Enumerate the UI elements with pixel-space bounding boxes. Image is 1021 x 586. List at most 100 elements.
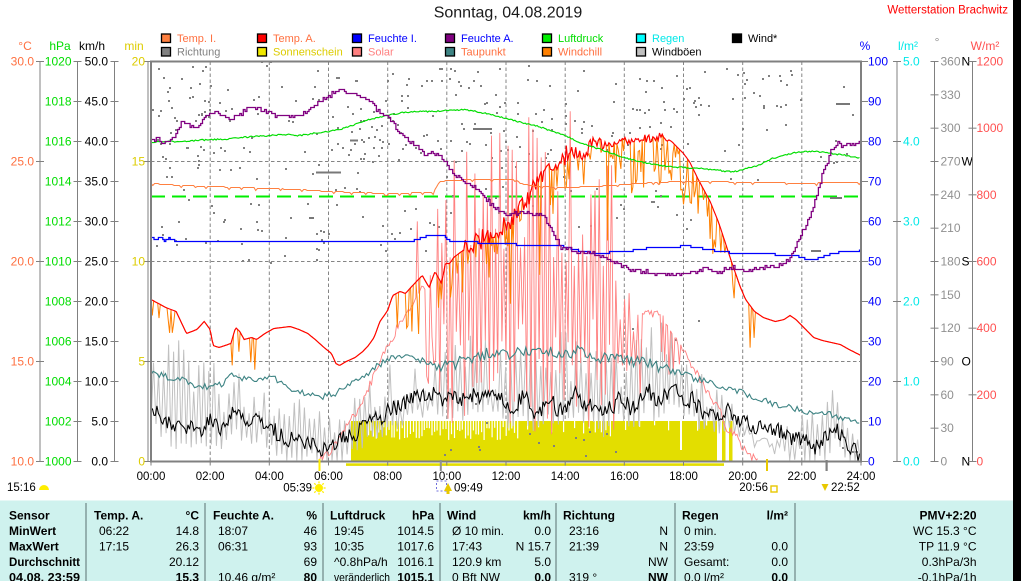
svg-text:Sonnenschein: Sonnenschein xyxy=(273,47,343,59)
svg-text:40.0: 40.0 xyxy=(85,135,109,149)
svg-text:Wind: Wind xyxy=(447,509,476,523)
svg-text:18:00: 18:00 xyxy=(669,471,698,483)
svg-text:17:15: 17:15 xyxy=(99,540,129,554)
svg-text:240: 240 xyxy=(941,188,961,202)
svg-text:km/h: km/h xyxy=(523,509,551,523)
svg-text:0: 0 xyxy=(868,455,875,469)
svg-text:360: 360 xyxy=(941,55,961,69)
svg-text:l/m²: l/m² xyxy=(767,509,788,523)
svg-text:%: % xyxy=(306,509,317,523)
svg-text:10:35: 10:35 xyxy=(334,540,364,554)
svg-text:180: 180 xyxy=(941,255,961,269)
svg-text:19:45: 19:45 xyxy=(334,524,364,538)
svg-text:Luftdruck: Luftdruck xyxy=(558,33,604,45)
svg-text:1016: 1016 xyxy=(45,135,72,149)
svg-text:0.0: 0.0 xyxy=(771,571,788,582)
svg-text:20.0: 20.0 xyxy=(85,295,109,309)
svg-text:MaxWert: MaxWert xyxy=(9,540,59,554)
svg-text:Regen: Regen xyxy=(682,509,719,523)
svg-text:Temp. A.: Temp. A. xyxy=(273,33,316,45)
svg-text:35.0: 35.0 xyxy=(85,175,109,189)
svg-text:100: 100 xyxy=(868,55,888,69)
svg-text:300: 300 xyxy=(941,121,961,135)
svg-text:5.0: 5.0 xyxy=(903,55,920,69)
svg-text:319 °: 319 ° xyxy=(569,571,597,582)
svg-text:21:39: 21:39 xyxy=(569,540,599,554)
svg-text:veränderlich: veränderlich xyxy=(334,571,390,582)
svg-text:23:59: 23:59 xyxy=(684,540,714,554)
svg-text:15.0: 15.0 xyxy=(11,355,35,369)
svg-text:22:52: 22:52 xyxy=(831,482,860,494)
svg-text:1016.1: 1016.1 xyxy=(397,555,434,569)
svg-text:20:00: 20:00 xyxy=(728,471,757,483)
svg-text:1.0: 1.0 xyxy=(903,375,920,389)
svg-text:1000: 1000 xyxy=(45,455,72,469)
svg-text:0.3hPa/3h: 0.3hPa/3h xyxy=(922,555,977,569)
svg-text:Temp. I.: Temp. I. xyxy=(177,33,216,45)
svg-text:TP 11.9 °C: TP 11.9 °C xyxy=(919,540,977,554)
svg-text:0: 0 xyxy=(138,455,145,469)
svg-text:120: 120 xyxy=(941,321,961,335)
svg-text:0: 0 xyxy=(941,455,948,469)
svg-text:Feuchte A.: Feuchte A. xyxy=(213,509,274,523)
svg-text:20:56: 20:56 xyxy=(739,482,768,494)
svg-text:90: 90 xyxy=(868,95,882,109)
svg-text:0 Bft NW: 0 Bft NW xyxy=(452,571,501,582)
svg-text:60: 60 xyxy=(941,388,955,402)
svg-text:1006: 1006 xyxy=(45,335,72,349)
svg-text:23:16: 23:16 xyxy=(569,524,599,538)
svg-text:Temp. A.: Temp. A. xyxy=(94,509,143,523)
svg-text:02:00: 02:00 xyxy=(196,471,225,483)
svg-text:46: 46 xyxy=(304,524,318,538)
svg-text:90: 90 xyxy=(941,355,955,369)
svg-text:-0.1hPa/1h: -0.1hPa/1h xyxy=(918,571,977,582)
svg-text:N: N xyxy=(962,455,971,469)
svg-text:0 min.: 0 min. xyxy=(684,524,717,538)
svg-text:Durchschnitt: Durchschnitt xyxy=(9,555,80,569)
svg-text:PMV+2:20: PMV+2:20 xyxy=(919,509,976,523)
svg-text:1004: 1004 xyxy=(45,375,72,389)
svg-text:0: 0 xyxy=(977,455,984,469)
svg-text:30.0: 30.0 xyxy=(85,215,109,229)
svg-text:%: % xyxy=(860,39,871,53)
svg-text:NW: NW xyxy=(648,571,669,582)
svg-text:210: 210 xyxy=(941,221,961,235)
svg-text:20.12: 20.12 xyxy=(169,555,199,569)
svg-text:0.0: 0.0 xyxy=(91,455,108,469)
svg-text:hPa: hPa xyxy=(412,509,434,523)
svg-text:2.0: 2.0 xyxy=(903,295,920,309)
svg-text:°: ° xyxy=(935,35,940,49)
svg-text:93: 93 xyxy=(304,540,318,554)
svg-text:1014: 1014 xyxy=(45,175,72,189)
svg-text:30: 30 xyxy=(941,421,955,435)
svg-text:10.0: 10.0 xyxy=(85,375,109,389)
svg-text:06:22: 06:22 xyxy=(99,524,129,538)
svg-text:0.0: 0.0 xyxy=(534,571,551,582)
svg-text:05:39: 05:39 xyxy=(283,483,312,495)
svg-text:S: S xyxy=(962,255,970,269)
svg-text:10.46 g/m²: 10.46 g/m² xyxy=(218,571,275,582)
svg-text:1000: 1000 xyxy=(977,121,1004,135)
svg-text:4.0: 4.0 xyxy=(903,135,920,149)
svg-text:06:00: 06:00 xyxy=(314,471,343,483)
svg-text:^0.8hPa/h: ^0.8hPa/h xyxy=(334,555,388,569)
svg-text:14.8: 14.8 xyxy=(176,524,200,538)
svg-text:30: 30 xyxy=(868,335,882,349)
svg-text:69: 69 xyxy=(304,555,318,569)
svg-text:N 15.7: N 15.7 xyxy=(516,540,552,554)
svg-text:0.0 l/m²: 0.0 l/m² xyxy=(684,571,724,582)
svg-text:26.3: 26.3 xyxy=(176,540,200,554)
svg-text:Richtung: Richtung xyxy=(563,509,615,523)
svg-text:00:00: 00:00 xyxy=(137,471,166,483)
svg-text:Windböen: Windböen xyxy=(652,47,702,59)
svg-text:50.0: 50.0 xyxy=(85,55,109,69)
svg-text:°C: °C xyxy=(186,509,200,523)
svg-text:Feuchte I.: Feuchte I. xyxy=(368,33,417,45)
svg-text:1002: 1002 xyxy=(45,415,72,429)
svg-text:60: 60 xyxy=(868,215,882,229)
svg-text:06:31: 06:31 xyxy=(218,540,248,554)
svg-text:W/m²: W/m² xyxy=(971,39,1000,53)
svg-text:04:00: 04:00 xyxy=(255,471,284,483)
svg-text:Regen: Regen xyxy=(652,33,684,45)
svg-text:25.0: 25.0 xyxy=(11,155,35,169)
